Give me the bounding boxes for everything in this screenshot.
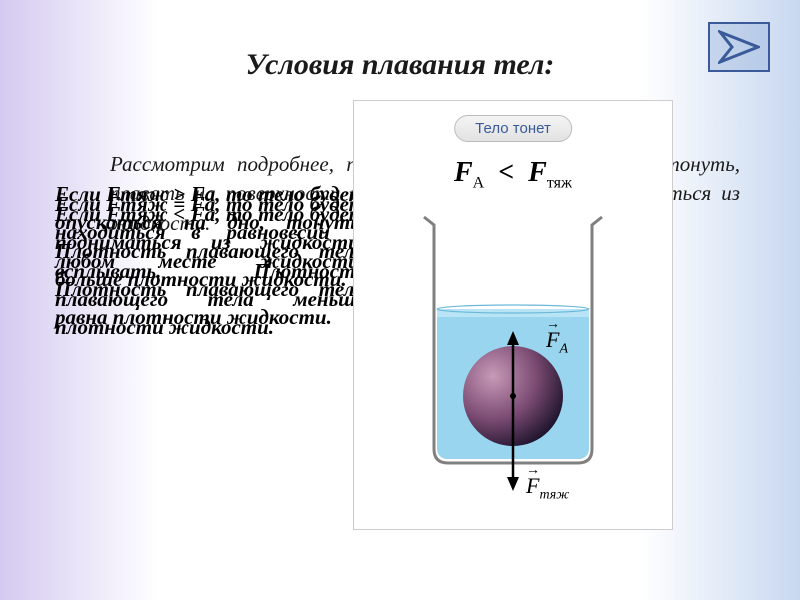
operator: < bbox=[498, 157, 514, 188]
vector-arrow-icon: → bbox=[526, 463, 540, 479]
ft-symbol: F bbox=[528, 157, 547, 188]
inequality-formula: FA < Fтяж bbox=[354, 157, 672, 193]
illustration-panel: Тело тонет FA < Fтяж bbox=[353, 100, 673, 530]
status-badge: Тело тонет bbox=[454, 115, 572, 142]
next-slide-button[interactable] bbox=[708, 22, 770, 72]
fa-vector-label: → FA bbox=[546, 327, 568, 357]
beaker-diagram: → FA → Fтяж bbox=[418, 211, 608, 501]
ft-subscript: тяж bbox=[547, 175, 572, 192]
condition-float: Если Fтяж < Fa, то тело будет подниматьс… bbox=[55, 200, 365, 342]
ft-vector-label: → Fтяж bbox=[526, 473, 569, 503]
fa-symbol: F bbox=[454, 157, 473, 188]
fa-subscript: A bbox=[473, 175, 485, 192]
overlapped-conditions: Если Fтяж > Fa, то тело будет опускаться… bbox=[55, 180, 375, 440]
vector-arrow-icon: → bbox=[546, 317, 560, 333]
page-title: Условия плавания тел: bbox=[0, 0, 800, 82]
arrow-right-icon bbox=[718, 30, 760, 64]
